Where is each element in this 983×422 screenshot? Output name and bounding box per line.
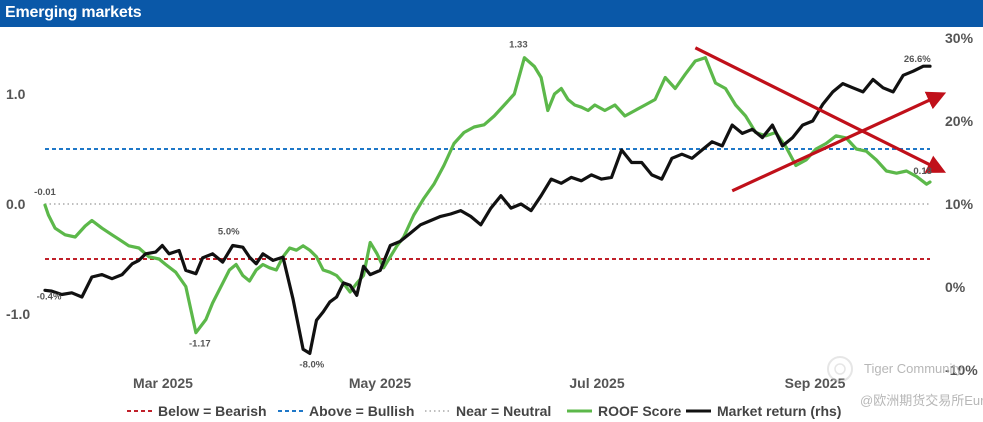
y-tick-right: 0% [945,279,966,295]
x-tick: Sep 2025 [785,375,846,391]
data-label: 5.0% [218,227,240,238]
y-tick-right: -10% [945,362,978,378]
y-tick-right: 30% [945,30,974,46]
y-tick-left: 1.0 [6,86,26,102]
legend-item-1: Above = Bullish [278,403,414,419]
trend-arrow-0 [694,46,947,173]
watermark: Tiger Community @欧洲期货交易所Eurex [827,356,983,408]
x-tick: Jul 2025 [569,375,624,391]
chart-title: Emerging markets [5,4,142,21]
legend-label: Above = Bullish [309,403,414,419]
legend-item-3: ROOF Score [567,403,681,419]
x-tick: May 2025 [349,375,411,391]
x-tick: Mar 2025 [133,375,193,391]
y-tick-left: -1.0 [6,306,30,322]
legend-item-2: Near = Neutral [425,403,551,419]
data-label: -0.01 [34,187,56,198]
tiger-logo-icon [827,356,853,382]
title-bar: Emerging markets [0,0,983,27]
legend-label: Below = Bearish [158,403,267,419]
data-label: 1.33 [509,40,528,51]
data-label: -0.4% [37,291,62,302]
watermark-brand: Tiger Community [864,361,963,376]
trend-arrow-1 [731,91,947,193]
data-label: 0.18 [913,166,932,177]
data-label: 26.6% [904,54,931,65]
market-return-line [43,64,932,355]
legend-label: Near = Neutral [456,403,551,419]
watermark-account: @欧洲期货交易所Eurex [860,393,983,408]
data-label: -8.0% [299,359,324,370]
legend-label: Market return (rhs) [717,403,841,419]
y-tick-left: 0.0 [6,196,26,212]
y-tick-right: 20% [945,113,974,129]
legend-item-0: Below = Bearish [127,403,267,419]
data-label: -1.17 [189,339,211,350]
y-tick-right: 10% [945,196,974,212]
legend-item-4: Market return (rhs) [686,403,841,419]
legend-label: ROOF Score [598,403,681,419]
